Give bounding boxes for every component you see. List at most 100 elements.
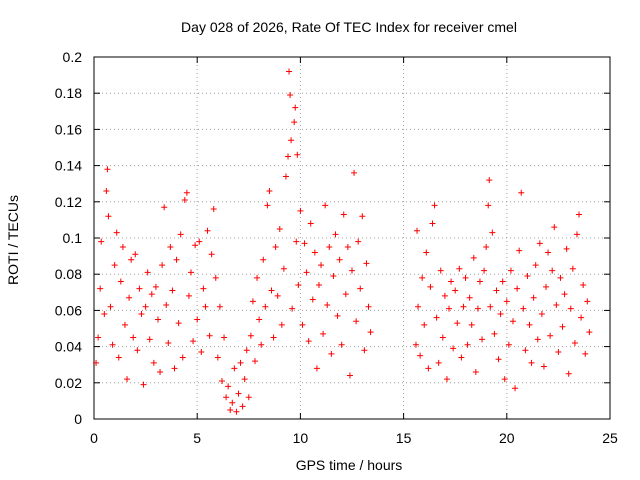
data-point	[194, 316, 201, 323]
data-point	[282, 173, 289, 180]
data-point	[256, 316, 263, 323]
data-point	[437, 267, 444, 274]
data-point	[163, 301, 170, 308]
data-point	[111, 262, 118, 269]
data-point	[128, 256, 135, 263]
data-point	[361, 347, 368, 354]
data-point	[320, 330, 327, 337]
data-point	[183, 189, 190, 196]
data-point	[294, 151, 301, 158]
data-point	[553, 301, 560, 308]
data-point	[419, 274, 426, 281]
data-point	[462, 274, 469, 281]
data-point	[351, 169, 358, 176]
y-tick-label: 0.1	[63, 230, 83, 246]
data-point	[540, 363, 547, 370]
data-point	[233, 408, 240, 415]
data-point	[417, 352, 424, 359]
data-point	[130, 334, 137, 341]
data-point	[578, 314, 585, 321]
data-point	[470, 254, 477, 261]
data-point	[507, 267, 514, 274]
data-point	[528, 359, 535, 366]
data-point	[107, 303, 114, 310]
data-point	[157, 368, 164, 375]
data-point	[415, 303, 422, 310]
data-point	[497, 311, 504, 318]
data-point	[328, 350, 335, 357]
data-point	[171, 365, 178, 372]
data-point	[152, 283, 159, 290]
x-axis-label: GPS time / hours	[296, 457, 403, 473]
data-point	[468, 321, 475, 328]
data-point	[421, 321, 428, 328]
data-point	[262, 303, 269, 310]
data-point	[526, 321, 533, 328]
data-point	[431, 202, 438, 209]
data-point	[481, 267, 488, 274]
data-point	[538, 311, 545, 318]
data-point	[324, 301, 331, 308]
data-point	[198, 349, 205, 356]
data-point	[443, 376, 450, 383]
data-point	[305, 338, 312, 345]
data-point	[227, 406, 234, 413]
data-point	[292, 104, 299, 111]
y-tick-label: 0.14	[55, 158, 82, 174]
data-point	[293, 238, 300, 245]
data-point	[476, 278, 483, 285]
data-point	[549, 267, 556, 274]
y-tick-label: 0	[74, 411, 82, 427]
data-point	[543, 283, 550, 290]
data-point	[115, 354, 122, 361]
plot-area-border	[93, 56, 611, 420]
data-point	[303, 269, 310, 276]
data-point	[124, 376, 131, 383]
data-point	[221, 334, 228, 341]
chart-title: Day 028 of 2026, Rate Of TEC Index for r…	[181, 19, 517, 35]
data-point	[446, 305, 453, 312]
data-point	[206, 332, 213, 339]
data-point	[309, 296, 316, 303]
data-point	[580, 282, 587, 289]
data-point	[225, 383, 232, 390]
data-point	[501, 376, 508, 383]
data-point	[551, 224, 558, 231]
data-point	[557, 274, 564, 281]
data-point	[200, 285, 207, 292]
data-point	[423, 249, 430, 256]
data-point	[563, 245, 570, 252]
y-tick-label: 0.08	[55, 266, 82, 282]
data-point	[235, 390, 242, 397]
y-tick-label: 0.12	[55, 194, 82, 210]
data-point	[214, 354, 221, 361]
data-point	[479, 336, 486, 343]
data-point	[93, 359, 100, 366]
data-point	[288, 137, 295, 144]
x-tick-label: 5	[193, 430, 201, 446]
data-point	[291, 119, 298, 126]
data-point	[216, 303, 223, 310]
data-point	[274, 292, 281, 299]
data-point	[330, 273, 337, 280]
data-point	[435, 359, 442, 366]
data-point	[569, 265, 576, 272]
data-point	[138, 311, 145, 318]
data-point	[136, 285, 143, 292]
data-point	[313, 365, 320, 372]
data-point	[144, 269, 151, 276]
data-point	[239, 403, 246, 410]
data-point	[121, 321, 128, 328]
data-point	[251, 358, 258, 365]
data-point	[573, 231, 580, 238]
data-point	[439, 334, 446, 341]
data-point	[547, 332, 554, 339]
data-point	[241, 376, 248, 383]
x-tick-label: 15	[396, 430, 412, 446]
data-point	[522, 347, 529, 354]
data-point	[295, 282, 302, 289]
data-point	[524, 273, 531, 280]
data-point	[185, 292, 192, 299]
data-point	[433, 314, 440, 321]
data-point	[204, 227, 211, 234]
